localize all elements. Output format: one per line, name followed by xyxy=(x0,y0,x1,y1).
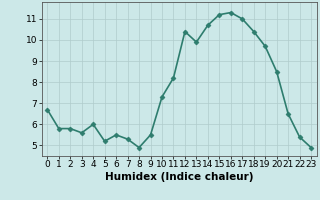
X-axis label: Humidex (Indice chaleur): Humidex (Indice chaleur) xyxy=(105,172,253,182)
